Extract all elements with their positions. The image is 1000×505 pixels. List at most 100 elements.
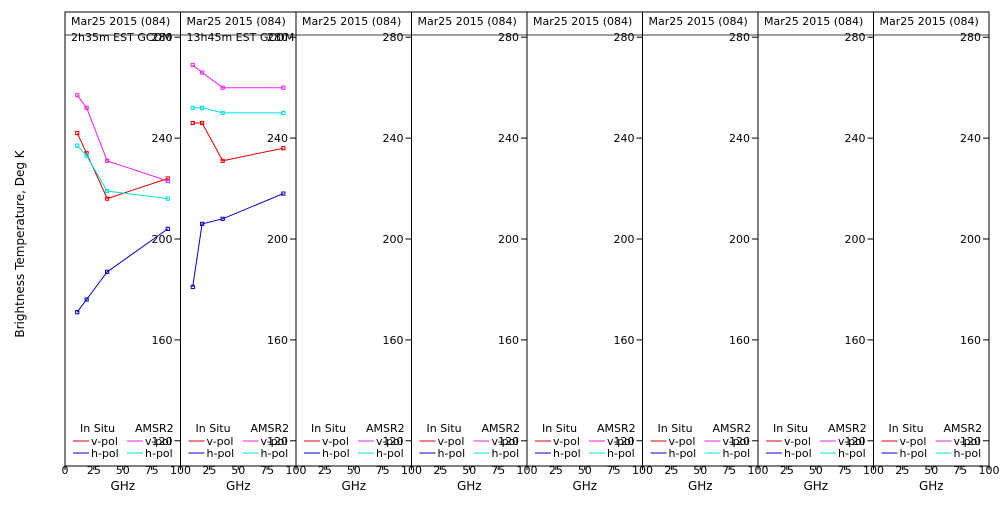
x-tick-label: 75 [838, 464, 852, 477]
x-tick-label: 25 [87, 464, 101, 477]
data-point [105, 196, 110, 201]
y-tick-label: 200 [960, 233, 981, 246]
data-point [84, 151, 89, 156]
panel-frame [64, 11, 181, 467]
legend-amsr2-h-label: h-pol [838, 447, 866, 460]
y-tick-label: 160 [845, 334, 866, 347]
x-axis-label: GHz [919, 479, 944, 493]
legend-amsr2-heading: AMSR2 [828, 422, 867, 435]
y-tick-label: 280 [152, 31, 173, 44]
x-tick-label: 100 [517, 464, 538, 477]
y-tick-label: 280 [498, 31, 519, 44]
legend-amsr2-v-label: v-pol [954, 435, 981, 448]
data-point [220, 158, 225, 163]
legend-insitu-h-label: h-pol [207, 447, 235, 460]
data-point [105, 158, 110, 163]
x-tick-label: 100 [979, 464, 1000, 477]
x-axis-label: GHz [803, 479, 828, 493]
x-tick-label: 50 [347, 464, 361, 477]
legend-insitu-h-label: h-pol [322, 447, 350, 460]
y-tick-label: 120 [498, 435, 519, 448]
data-point [190, 62, 195, 68]
x-tick-label: 75 [491, 464, 505, 477]
x-tick-label: 75 [260, 464, 274, 477]
legend-amsr2-heading: AMSR2 [597, 422, 636, 435]
y-tick-label: 200 [614, 233, 635, 246]
series-line [76, 132, 168, 200]
x-axis-label: GHz [457, 479, 482, 493]
x-tick-label: 0 [62, 464, 69, 477]
data-point [84, 105, 89, 110]
data-point [281, 110, 286, 115]
legend-insitu-h-label: h-pol [784, 447, 812, 460]
x-tick-label: 25 [202, 464, 216, 477]
legend-amsr2-h-label: h-pol [492, 447, 520, 460]
legend-insitu-heading: In Situ [542, 422, 577, 435]
panel-2: Mar25 2015 (084) 13h45m EST GCOM 120 160 200… [180, 11, 307, 493]
legend-amsr2-heading: AMSR2 [251, 422, 290, 435]
legend-amsr2-heading: AMSR2 [482, 422, 521, 435]
y-tick-label: 240 [383, 132, 404, 145]
legend-amsr2-v-label: v-pol [492, 435, 519, 448]
legend-amsr2-h-label: h-pol [261, 447, 289, 460]
data-point [75, 310, 80, 315]
x-axis-label: GHz [341, 479, 366, 493]
legend-amsr2-v-label: v-pol [261, 435, 288, 448]
panel-title: Mar25 2015 (084) [418, 15, 517, 28]
y-tick-label: 120 [729, 435, 750, 448]
x-tick-label: 100 [401, 464, 422, 477]
y-axis-label: Brightness Temperature, Deg K [13, 149, 27, 337]
legend-insitu-h-label: h-pol [91, 447, 119, 460]
y-tick-label: 120 [614, 435, 635, 448]
legend-insitu-v-label: v-pol [669, 435, 696, 448]
x-tick-label: 75 [953, 464, 967, 477]
x-tick-label: 50 [116, 464, 130, 477]
legend-amsr2-v-label: v-pol [723, 435, 750, 448]
x-tick-label: 25 [549, 464, 563, 477]
x-axis-label: GHz [110, 479, 135, 493]
data-point [199, 221, 205, 226]
data-point [165, 176, 170, 181]
legend-insitu-heading: In Situ [773, 422, 808, 435]
y-tick-label: 200 [498, 233, 519, 246]
x-tick-label: 75 [607, 464, 621, 477]
x-axis-label: GHz [226, 479, 251, 493]
data-point [190, 120, 195, 126]
y-tick-label: 200 [383, 233, 404, 246]
legend-insitu-v-label: v-pol [91, 435, 118, 448]
data-point [281, 85, 286, 90]
data-point [75, 130, 80, 136]
y-tick-label: 240 [267, 132, 288, 145]
legend-amsr2-h-label: h-pol [954, 447, 982, 460]
x-tick-label: 75 [722, 464, 736, 477]
y-tick-label: 120 [152, 435, 173, 448]
data-point [165, 196, 170, 201]
y-tick-label: 200 [729, 233, 750, 246]
legend-insitu-v-label: v-pol [553, 435, 580, 448]
legend-insitu-h-label: h-pol [553, 447, 581, 460]
data-point [281, 146, 286, 151]
series-line [76, 228, 169, 313]
y-tick-label: 240 [498, 132, 519, 145]
legend-amsr2-heading: AMSR2 [713, 422, 752, 435]
panel-3: Mar25 2015 (084) 120 160 200 240 280 25 50 75 100… [295, 11, 422, 493]
legend-amsr2-h-label: h-pol [607, 447, 635, 460]
data-point [84, 153, 89, 158]
legend-amsr2-heading: AMSR2 [135, 422, 174, 435]
panel-title: Mar25 2015 (084) [880, 15, 979, 28]
legend-amsr2-h-label: h-pol [376, 447, 404, 460]
y-tick-label: 160 [498, 334, 519, 347]
legend-amsr2-v-label: v-pol [607, 435, 634, 448]
panel-frame [873, 11, 990, 467]
x-tick-label: 25 [895, 464, 909, 477]
data-point [199, 120, 205, 126]
y-tick-label: 240 [729, 132, 750, 145]
y-tick-label: 280 [729, 31, 750, 44]
y-tick-label: 120 [960, 435, 981, 448]
panel-title: Mar25 2015 (084) [649, 15, 748, 28]
panel-frame [411, 11, 528, 467]
legend-insitu-h-label: h-pol [438, 447, 466, 460]
x-tick-label: 50 [462, 464, 476, 477]
x-tick-label: 100 [632, 464, 653, 477]
